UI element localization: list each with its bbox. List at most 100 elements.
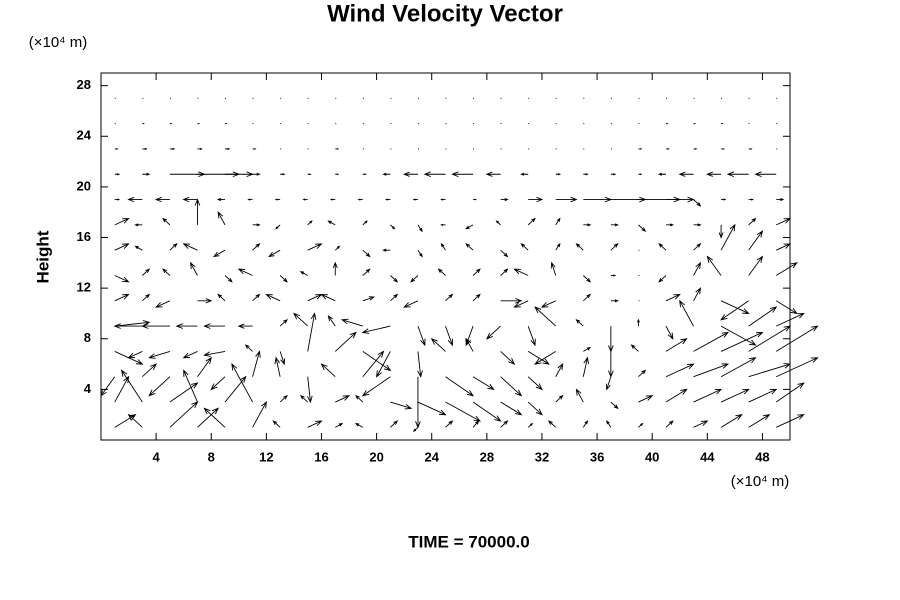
wind-arrow <box>527 422 534 428</box>
wind-arrow <box>720 414 743 428</box>
wind-arrow <box>385 198 391 201</box>
wind-arrow <box>665 293 681 302</box>
wind-arrow <box>582 293 592 302</box>
wind-arrow <box>754 171 777 178</box>
wind-arrow <box>332 261 338 276</box>
wind-arrow <box>169 243 178 251</box>
wind-arrow <box>410 275 419 283</box>
wind-arrow <box>527 351 550 365</box>
wind-arrow <box>225 147 231 151</box>
wind-arrow <box>440 198 446 201</box>
y-tick-label: 12 <box>77 280 91 295</box>
wind-arrow <box>527 325 536 347</box>
wind-arrow <box>307 173 312 176</box>
wind-arrow <box>465 243 474 251</box>
wind-arrow <box>274 356 281 377</box>
wind-arrow <box>726 171 749 178</box>
wind-arrow <box>527 401 543 416</box>
wind-arrow <box>500 297 523 304</box>
wind-arrow <box>555 173 562 176</box>
wind-arrow <box>437 268 446 276</box>
wind-arrow <box>748 363 792 378</box>
wind-arrow <box>335 148 340 150</box>
wind-arrow <box>197 407 220 428</box>
plot-frame <box>100 72 791 441</box>
wind-arrow <box>154 196 170 203</box>
wind-arrow <box>327 314 336 327</box>
footer: TIME = 70000.0 <box>408 532 529 551</box>
wind-arrow <box>197 298 213 304</box>
wind-arrow <box>665 420 674 428</box>
wind-arrow <box>693 199 702 207</box>
wind-arrow <box>390 275 399 283</box>
x-tick-label: 28 <box>480 449 494 464</box>
wind-arrow <box>412 427 419 432</box>
wind-arrow <box>403 300 419 308</box>
wind-arrow <box>142 363 158 378</box>
wind-arrow <box>335 173 340 176</box>
wind-arrow <box>720 325 757 346</box>
wind-arrow <box>423 171 446 178</box>
wind-arrow <box>382 172 391 176</box>
wind-arrow <box>252 243 261 251</box>
wind-arrow <box>334 245 341 251</box>
wind-arrow <box>114 198 121 201</box>
wind-arrow <box>279 275 288 283</box>
wind-arrow <box>500 401 523 416</box>
wind-arrow <box>121 369 143 403</box>
wind-arrow <box>127 196 143 203</box>
wind-arrow <box>275 224 281 230</box>
wind-arrow <box>775 262 798 276</box>
x-tick-label: 12 <box>259 449 273 464</box>
wind-arrow <box>302 198 308 201</box>
wind-arrow <box>268 249 281 258</box>
wind-arrow <box>679 299 694 327</box>
y-tick-label: 24 <box>77 128 92 143</box>
wind-arrow <box>748 230 764 251</box>
wind-arrow <box>472 293 481 302</box>
wind-arrow <box>320 363 336 378</box>
wind-arrow <box>776 243 792 251</box>
wind-arrow <box>376 351 391 378</box>
wind-arrow <box>155 300 171 308</box>
wind-arrow <box>361 325 391 334</box>
x-tick-label: 40 <box>645 449 659 464</box>
wind-arrow <box>231 363 253 403</box>
wind-arrow <box>720 300 750 314</box>
wind-arrow <box>495 220 501 226</box>
wind-arrow <box>583 196 613 203</box>
wind-arrow <box>513 300 529 308</box>
wind-arrow <box>114 218 130 226</box>
y-tick-label: 28 <box>77 77 91 92</box>
wind-arrow <box>189 261 198 276</box>
x-tick-label: 48 <box>755 449 769 464</box>
wind-arrow <box>658 243 667 251</box>
wind-arrow <box>748 306 778 327</box>
wind-arrow <box>636 318 640 327</box>
wind-arrow <box>540 300 556 308</box>
wind-arrow <box>465 325 474 347</box>
wind-arrow <box>362 351 392 372</box>
wind-arrow <box>307 220 313 226</box>
wind-arrow <box>665 148 670 150</box>
wind-arrow <box>299 394 309 403</box>
wind-arrow <box>430 337 446 352</box>
wind-arrow <box>307 243 323 251</box>
wind-arrow <box>224 375 247 403</box>
wind-arrow <box>748 414 771 428</box>
wind-arrow <box>527 217 536 226</box>
wind-arrow <box>440 223 446 226</box>
wind-arrow <box>280 173 286 176</box>
wind-arrow <box>583 347 592 352</box>
wind-arrow <box>720 300 749 321</box>
wind-arrow <box>693 148 698 150</box>
wind-arrow <box>693 287 702 302</box>
wind-arrow <box>203 350 226 357</box>
wind-arrow <box>390 420 399 428</box>
wind-arrow <box>582 420 589 428</box>
y-tick-label: 4 <box>84 381 92 396</box>
wind-arrow <box>390 401 413 410</box>
wind-arrow <box>472 420 480 428</box>
wind-arrow <box>583 223 592 227</box>
